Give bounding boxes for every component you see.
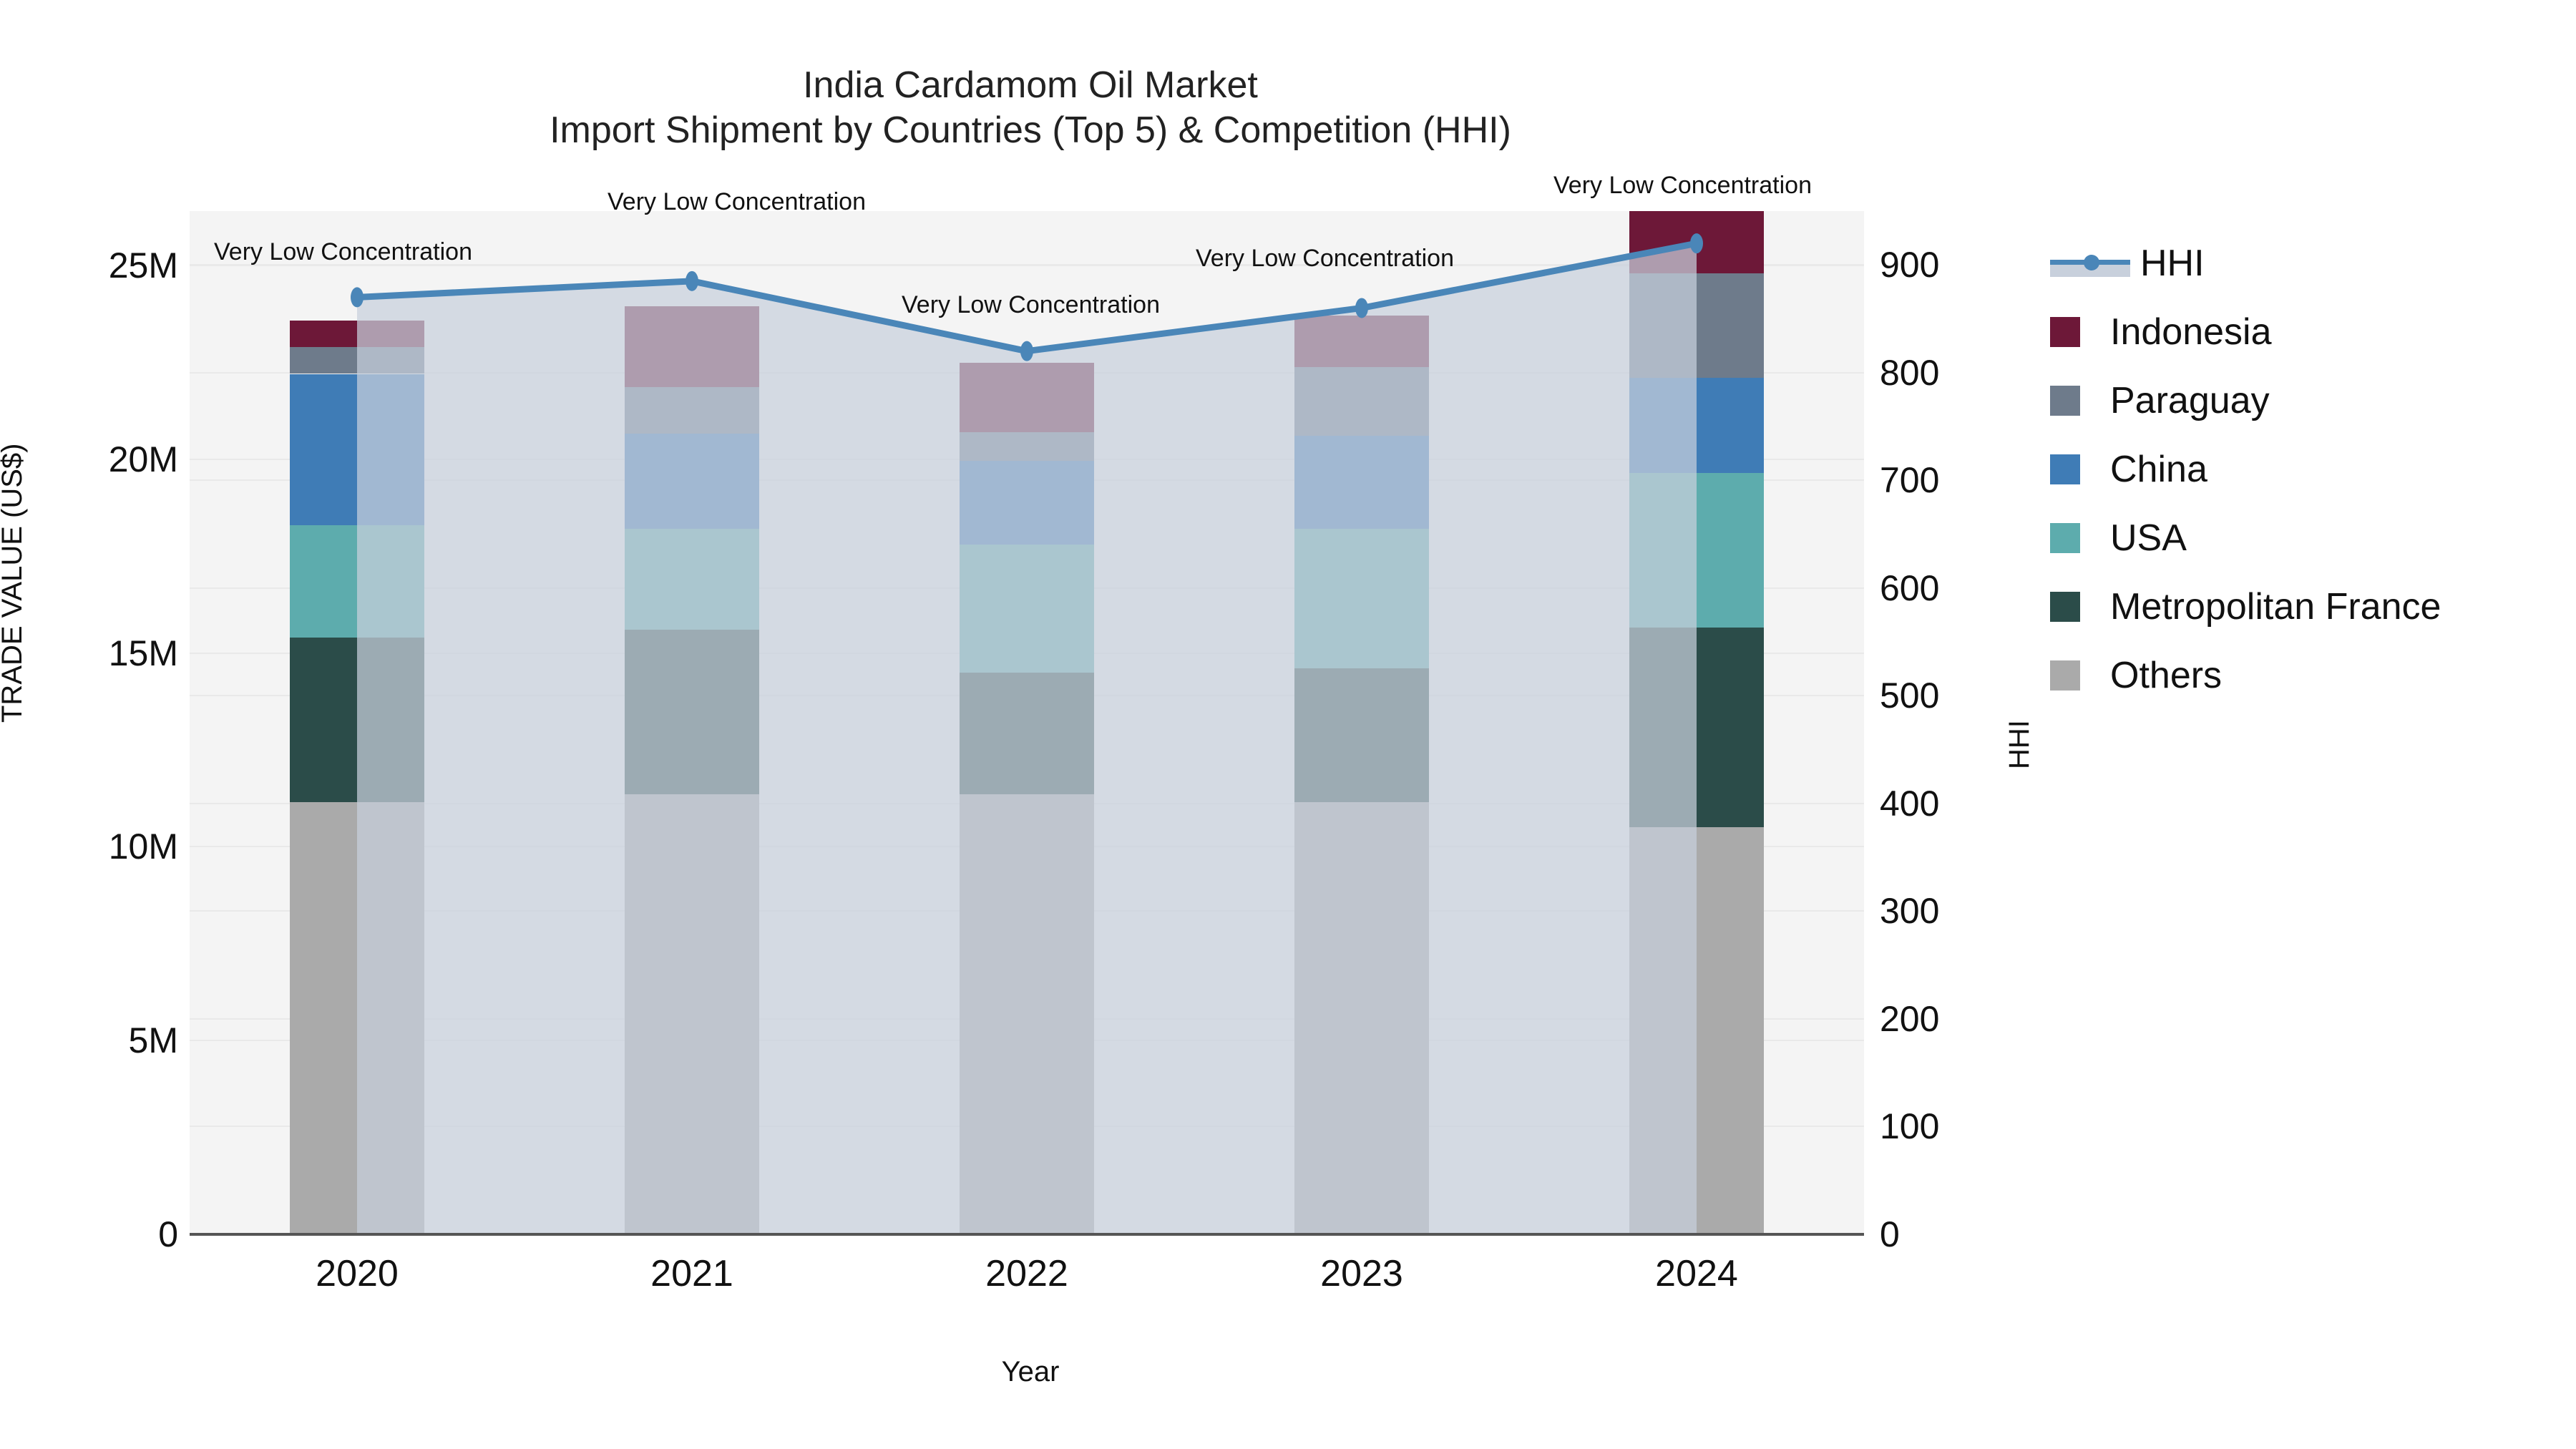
bar-segment-others[interactable] bbox=[1294, 802, 1429, 1234]
bar-segment-others[interactable] bbox=[290, 802, 424, 1234]
legend-swatch-icon bbox=[2050, 454, 2080, 484]
bar-segment-metropolitan-france[interactable] bbox=[960, 672, 1094, 795]
legend-item-china[interactable]: China bbox=[2050, 435, 2441, 504]
x-axis-tick-label-2022: 2022 bbox=[985, 1253, 1068, 1294]
y-axis-right-tick-label: 500 bbox=[1880, 675, 1940, 716]
legend-item-indonesia[interactable]: Indonesia bbox=[2050, 298, 2441, 366]
legend-item-hhi[interactable]: HHI bbox=[2050, 229, 2441, 298]
bar-segment-others[interactable] bbox=[625, 794, 759, 1234]
bar-segment-indonesia[interactable] bbox=[960, 362, 1094, 433]
legend-item-label: Paraguay bbox=[2110, 380, 2270, 421]
bar-segment-usa[interactable] bbox=[625, 529, 759, 630]
y-axis-right-tick-label: 800 bbox=[1880, 352, 1940, 393]
bar-segment-usa[interactable] bbox=[1294, 529, 1429, 669]
bar-segment-indonesia[interactable] bbox=[1294, 316, 1429, 367]
chart-title-line-2: Import Shipment by Countries (Top 5) & C… bbox=[550, 109, 1511, 152]
annotation-very-low-concentration: Very Low Concentration bbox=[1553, 172, 1812, 200]
legend-swatch-icon bbox=[2050, 317, 2080, 347]
bar-segment-china[interactable] bbox=[290, 374, 424, 525]
x-axis-tick-label-2020: 2020 bbox=[316, 1253, 399, 1294]
bar-segment-china[interactable] bbox=[1629, 377, 1764, 473]
legend-item-usa[interactable]: USA bbox=[2050, 504, 2441, 572]
legend-item-label: Others bbox=[2110, 655, 2223, 696]
bar-group[interactable] bbox=[625, 211, 759, 1234]
legend-item-others[interactable]: Others bbox=[2050, 641, 2441, 710]
legend-swatch-icon bbox=[2050, 592, 2080, 622]
bar-segment-paraguay[interactable] bbox=[960, 432, 1094, 462]
y-axis-right-tick-label: 400 bbox=[1880, 783, 1940, 824]
y-axis-left-title: TRADE VALUE (US$) bbox=[0, 443, 28, 723]
x-axis-tick-label-2024: 2024 bbox=[1655, 1253, 1738, 1294]
bar-segment-others[interactable] bbox=[1629, 827, 1764, 1234]
annotation-very-low-concentration: Very Low Concentration bbox=[1196, 245, 1454, 273]
legend-swatch-icon bbox=[2050, 386, 2080, 416]
y-axis-left-tick-label: 20M bbox=[108, 439, 178, 479]
legend-swatch-icon bbox=[2050, 523, 2080, 553]
legend-item-metropolitan-france[interactable]: Metropolitan France bbox=[2050, 572, 2441, 641]
annotation-very-low-concentration: Very Low Concentration bbox=[902, 291, 1160, 318]
legend-item-label: HHI bbox=[2140, 243, 2205, 284]
legend-item-label: Indonesia bbox=[2110, 311, 2272, 353]
bar-segment-indonesia[interactable] bbox=[625, 306, 759, 388]
bar-segment-usa[interactable] bbox=[290, 525, 424, 638]
y-axis-right-tick-label: 600 bbox=[1880, 567, 1940, 608]
annotation-very-low-concentration: Very Low Concentration bbox=[214, 238, 472, 266]
bar-segment-usa[interactable] bbox=[1629, 472, 1764, 628]
bar-group[interactable] bbox=[290, 211, 424, 1234]
chart-title-line-1: India Cardamom Oil Market bbox=[803, 64, 1258, 106]
chart-title: India Cardamom Oil Market Import Shipmen… bbox=[0, 63, 2061, 154]
bar-segment-china[interactable] bbox=[625, 434, 759, 530]
bar-segment-metropolitan-france[interactable] bbox=[1294, 668, 1429, 803]
x-axis-tick-label-2023: 2023 bbox=[1320, 1253, 1403, 1294]
bar-group[interactable] bbox=[1629, 211, 1764, 1234]
bar-segment-indonesia[interactable] bbox=[1629, 211, 1764, 273]
x-axis-title: Year bbox=[1001, 1356, 1060, 1387]
legend-dot-icon bbox=[2084, 255, 2099, 270]
bar-segment-paraguay[interactable] bbox=[1294, 366, 1429, 436]
bar-segment-paraguay[interactable] bbox=[290, 346, 424, 374]
y-axis-left-tick-label: 10M bbox=[108, 826, 178, 867]
legend-item-label: Metropolitan France bbox=[2110, 586, 2441, 628]
bar-segment-china[interactable] bbox=[1294, 436, 1429, 530]
bar-segment-china[interactable] bbox=[960, 461, 1094, 545]
bar-group[interactable] bbox=[960, 211, 1094, 1234]
x-axis-line bbox=[190, 1233, 1864, 1236]
bar-segment-usa[interactable] bbox=[960, 544, 1094, 673]
chart-legend: HHI Indonesia Paraguay China USA Metropolitan… bbox=[2050, 229, 2441, 710]
legend-swatch-icon bbox=[2050, 660, 2080, 691]
legend-item-label: China bbox=[2110, 449, 2207, 490]
bar-segment-metropolitan-france[interactable] bbox=[625, 630, 759, 795]
annotation-very-low-concentration: Very Low Concentration bbox=[608, 187, 866, 215]
plot-inner bbox=[190, 211, 1864, 1234]
legend-item-paraguay[interactable]: Paraguay bbox=[2050, 366, 2441, 435]
bar-group[interactable] bbox=[1294, 211, 1429, 1234]
y-axis-right-title: HHI bbox=[2004, 720, 2035, 769]
y-axis-left-tick-label: 5M bbox=[128, 1020, 178, 1061]
legend-item-label: USA bbox=[2110, 517, 2187, 559]
y-axis-left-tick-label: 15M bbox=[108, 633, 178, 673]
legend-line-marker-icon bbox=[2050, 248, 2130, 278]
y-axis-right-tick-label: 200 bbox=[1880, 998, 1940, 1039]
y-axis-right-tick-label: 0 bbox=[1880, 1214, 1900, 1254]
bar-segment-others[interactable] bbox=[960, 794, 1094, 1234]
y-axis-right-tick-label: 700 bbox=[1880, 460, 1940, 501]
y-axis-left-tick-label: 0 bbox=[158, 1214, 178, 1254]
y-axis-right-tick-label: 300 bbox=[1880, 891, 1940, 932]
x-axis-tick-label-2021: 2021 bbox=[650, 1253, 733, 1294]
y-axis-left-tick-label: 25M bbox=[108, 245, 178, 286]
bar-segment-paraguay[interactable] bbox=[1629, 273, 1764, 378]
bar-segment-metropolitan-france[interactable] bbox=[290, 637, 424, 803]
bar-segment-metropolitan-france[interactable] bbox=[1629, 628, 1764, 828]
y-axis-right-tick-label: 100 bbox=[1880, 1106, 1940, 1147]
plot-area bbox=[190, 211, 1864, 1234]
bar-segment-indonesia[interactable] bbox=[290, 320, 424, 347]
y-axis-right-tick-label: 900 bbox=[1880, 245, 1940, 286]
bar-segment-paraguay[interactable] bbox=[625, 387, 759, 434]
